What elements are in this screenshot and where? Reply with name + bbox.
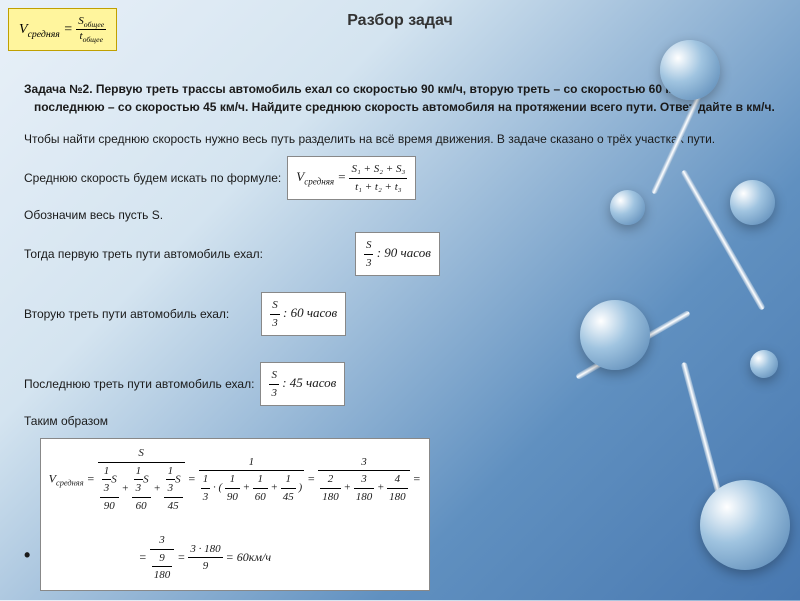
last-third-text: Последнюю треть пути автомобиль ехал: <box>24 375 254 393</box>
content-body: Задача №2. Первую треть трассы автомобил… <box>0 30 800 601</box>
first-third-text: Тогда первую треть пути автомобиль ехал: <box>24 245 263 263</box>
bullet-icon: • <box>24 545 30 565</box>
thus-text: Таким образом <box>24 412 776 430</box>
problem-statement: Задача №2. Первую треть трассы автомобил… <box>24 80 776 116</box>
formula-intro-text: Среднюю скорость будем искать по формуле… <box>24 169 281 187</box>
avg-speed-formula: Vсредняя = S₁ + S₂ + S₃ t₁ + t₂ + t₃ <box>287 156 416 200</box>
first-third-formula: S3 : 90 часов <box>355 232 440 276</box>
top-formula-box: Vсредняя = Sобщее tобщее <box>8 8 117 51</box>
second-third-formula: S3 : 60 часов <box>261 292 346 336</box>
page-title: Разбор задач <box>0 0 800 30</box>
last-third-formula: S3 : 45 часов <box>260 362 345 406</box>
denote-s: Обозначим весь пусть S. <box>24 206 776 224</box>
explanation-1: Чтобы найти среднюю скорость нужно весь … <box>24 130 776 148</box>
second-third-text: Вторую треть пути автомобиль ехал: <box>24 305 229 323</box>
final-calculation: Vсредняя = S 13S90 + 13S60 + 13S45 = 1 1… <box>40 438 430 591</box>
